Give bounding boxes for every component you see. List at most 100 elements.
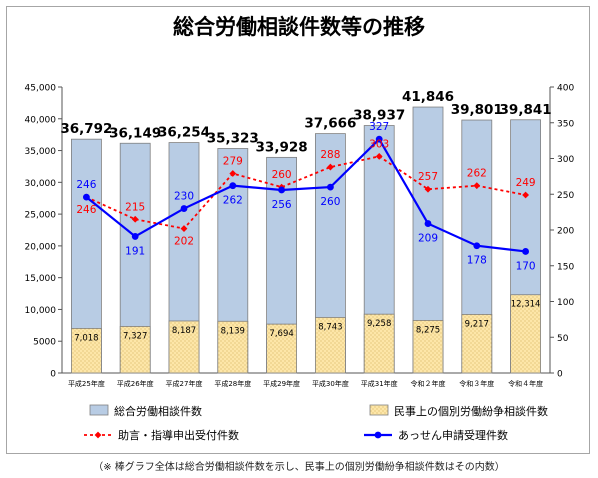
chart-title: 総合労働相談件数等の推移 [173, 15, 425, 39]
point-advice [522, 191, 529, 199]
label-advice: 288 [320, 149, 340, 161]
label-total: 39,801 [451, 102, 503, 118]
right-tick-label: 150 [557, 262, 574, 272]
label-mediation: 209 [418, 233, 438, 245]
point-advice [229, 170, 237, 177]
label-total: 36,149 [109, 125, 161, 141]
left-tick-label: 20,000 [25, 242, 57, 252]
label-advice: 262 [467, 168, 487, 180]
label-civil: 7,694 [269, 329, 293, 339]
left-tick-label: 15,000 [25, 274, 57, 284]
label-mediation: 260 [320, 196, 340, 208]
bar-civil [168, 320, 200, 374]
point-mediation [83, 193, 90, 201]
x-tick-label: 平成29年度 [263, 379, 300, 388]
point-mediation [278, 186, 285, 194]
chart-frame [6, 6, 590, 454]
bar-civil [461, 314, 493, 374]
bar-civil [412, 320, 444, 374]
label-civil: 8,275 [416, 325, 440, 335]
right-tick-label: 350 [557, 119, 574, 129]
point-mediation [327, 183, 334, 191]
label-civil: 8,187 [172, 326, 196, 336]
left-tick-label: 0 [50, 370, 56, 380]
x-tick-label: 令和３年度 [459, 379, 494, 388]
point-advice [473, 182, 481, 190]
point-advice [424, 185, 432, 193]
right-tick-label: 0 [557, 370, 563, 380]
line-mediation [85, 137, 526, 253]
legend-label-civil: 民事上の個別労働紛争相談件数 [394, 404, 548, 418]
x-tick-label: 平成28年度 [214, 379, 251, 388]
point-advice [327, 163, 334, 171]
x-tick-label: 平成26年度 [117, 379, 154, 388]
right-tick-label: 400 [557, 84, 574, 94]
label-advice: 249 [516, 177, 536, 189]
label-mediation: 327 [369, 121, 389, 133]
x-tick-label: 令和４年度 [508, 379, 543, 388]
left-tick-label: 25,000 [25, 211, 57, 221]
label-total: 33,928 [256, 139, 308, 155]
label-advice: 202 [174, 236, 194, 248]
right-tick-label: 100 [557, 298, 574, 308]
label-advice: 279 [223, 156, 243, 168]
left-tick-label: 35,000 [25, 147, 57, 157]
point-mediation [229, 182, 237, 190]
footnote: （※ 棒グラフ全体は総合労働相談件数を示し、民事上の個別労働紛争相談件数はその内… [93, 462, 505, 473]
left-tick-label: 5000 [33, 338, 56, 348]
right-tick-label: 250 [557, 191, 574, 201]
label-civil: 7,018 [74, 333, 98, 343]
label-advice: 215 [125, 201, 145, 213]
bar-civil [314, 317, 346, 374]
bar-civil [217, 320, 249, 374]
label-civil: 8,743 [318, 322, 342, 332]
bar-civil [266, 323, 298, 374]
label-civil: 7,327 [123, 331, 147, 341]
bar-civil [510, 294, 542, 374]
legend-marker-mediation [374, 431, 382, 439]
x-tick-label: 平成30年度 [312, 379, 349, 388]
label-total: 37,666 [304, 116, 356, 132]
label-advice: 303 [369, 138, 389, 150]
label-mediation: 170 [516, 260, 536, 272]
label-civil: 12,314 [511, 300, 541, 310]
legend-label-total: 総合労働相談件数 [114, 404, 202, 418]
point-advice [131, 215, 139, 223]
label-mediation: 230 [174, 191, 194, 203]
legend-marker-advice [94, 431, 102, 439]
label-civil: 9,258 [367, 319, 391, 329]
point-mediation [473, 242, 481, 250]
line-advice [86, 155, 526, 230]
label-total: 38,937 [353, 108, 405, 124]
label-mediation: 262 [223, 195, 243, 207]
point-mediation [180, 205, 188, 212]
bar-civil [119, 326, 151, 374]
point-mediation [522, 248, 529, 255]
point-advice [375, 152, 383, 160]
label-total: 36,792 [60, 121, 112, 137]
point-mediation [424, 220, 432, 227]
x-tick-label: 平成31年度 [361, 379, 398, 388]
x-tick-label: 平成27年度 [166, 379, 203, 388]
legend-label-advice: 助言・指導申出受付件数 [118, 428, 239, 442]
x-tick-label: 令和２年度 [411, 379, 446, 388]
right-tick-label: 50 [557, 334, 569, 344]
left-tick-label: 45,000 [25, 84, 57, 94]
label-advice: 257 [418, 171, 438, 183]
legend-swatch-civil [369, 404, 389, 416]
label-mediation: 246 [76, 179, 96, 191]
left-tick-label: 40,000 [25, 115, 57, 125]
label-mediation: 191 [125, 245, 145, 257]
label-civil: 9,217 [465, 319, 489, 329]
label-mediation: 256 [272, 199, 292, 211]
legend-swatch-total [89, 404, 109, 416]
bar-civil [363, 313, 395, 374]
label-total: 36,254 [158, 125, 210, 141]
x-tick-label: 平成25年度 [68, 379, 105, 388]
label-civil: 8,139 [221, 326, 245, 336]
label-mediation: 178 [467, 255, 487, 267]
legend-label-mediation: あっせん申請受理件数 [398, 428, 508, 442]
label-advice: 246 [76, 204, 96, 216]
label-advice: 260 [272, 169, 292, 181]
